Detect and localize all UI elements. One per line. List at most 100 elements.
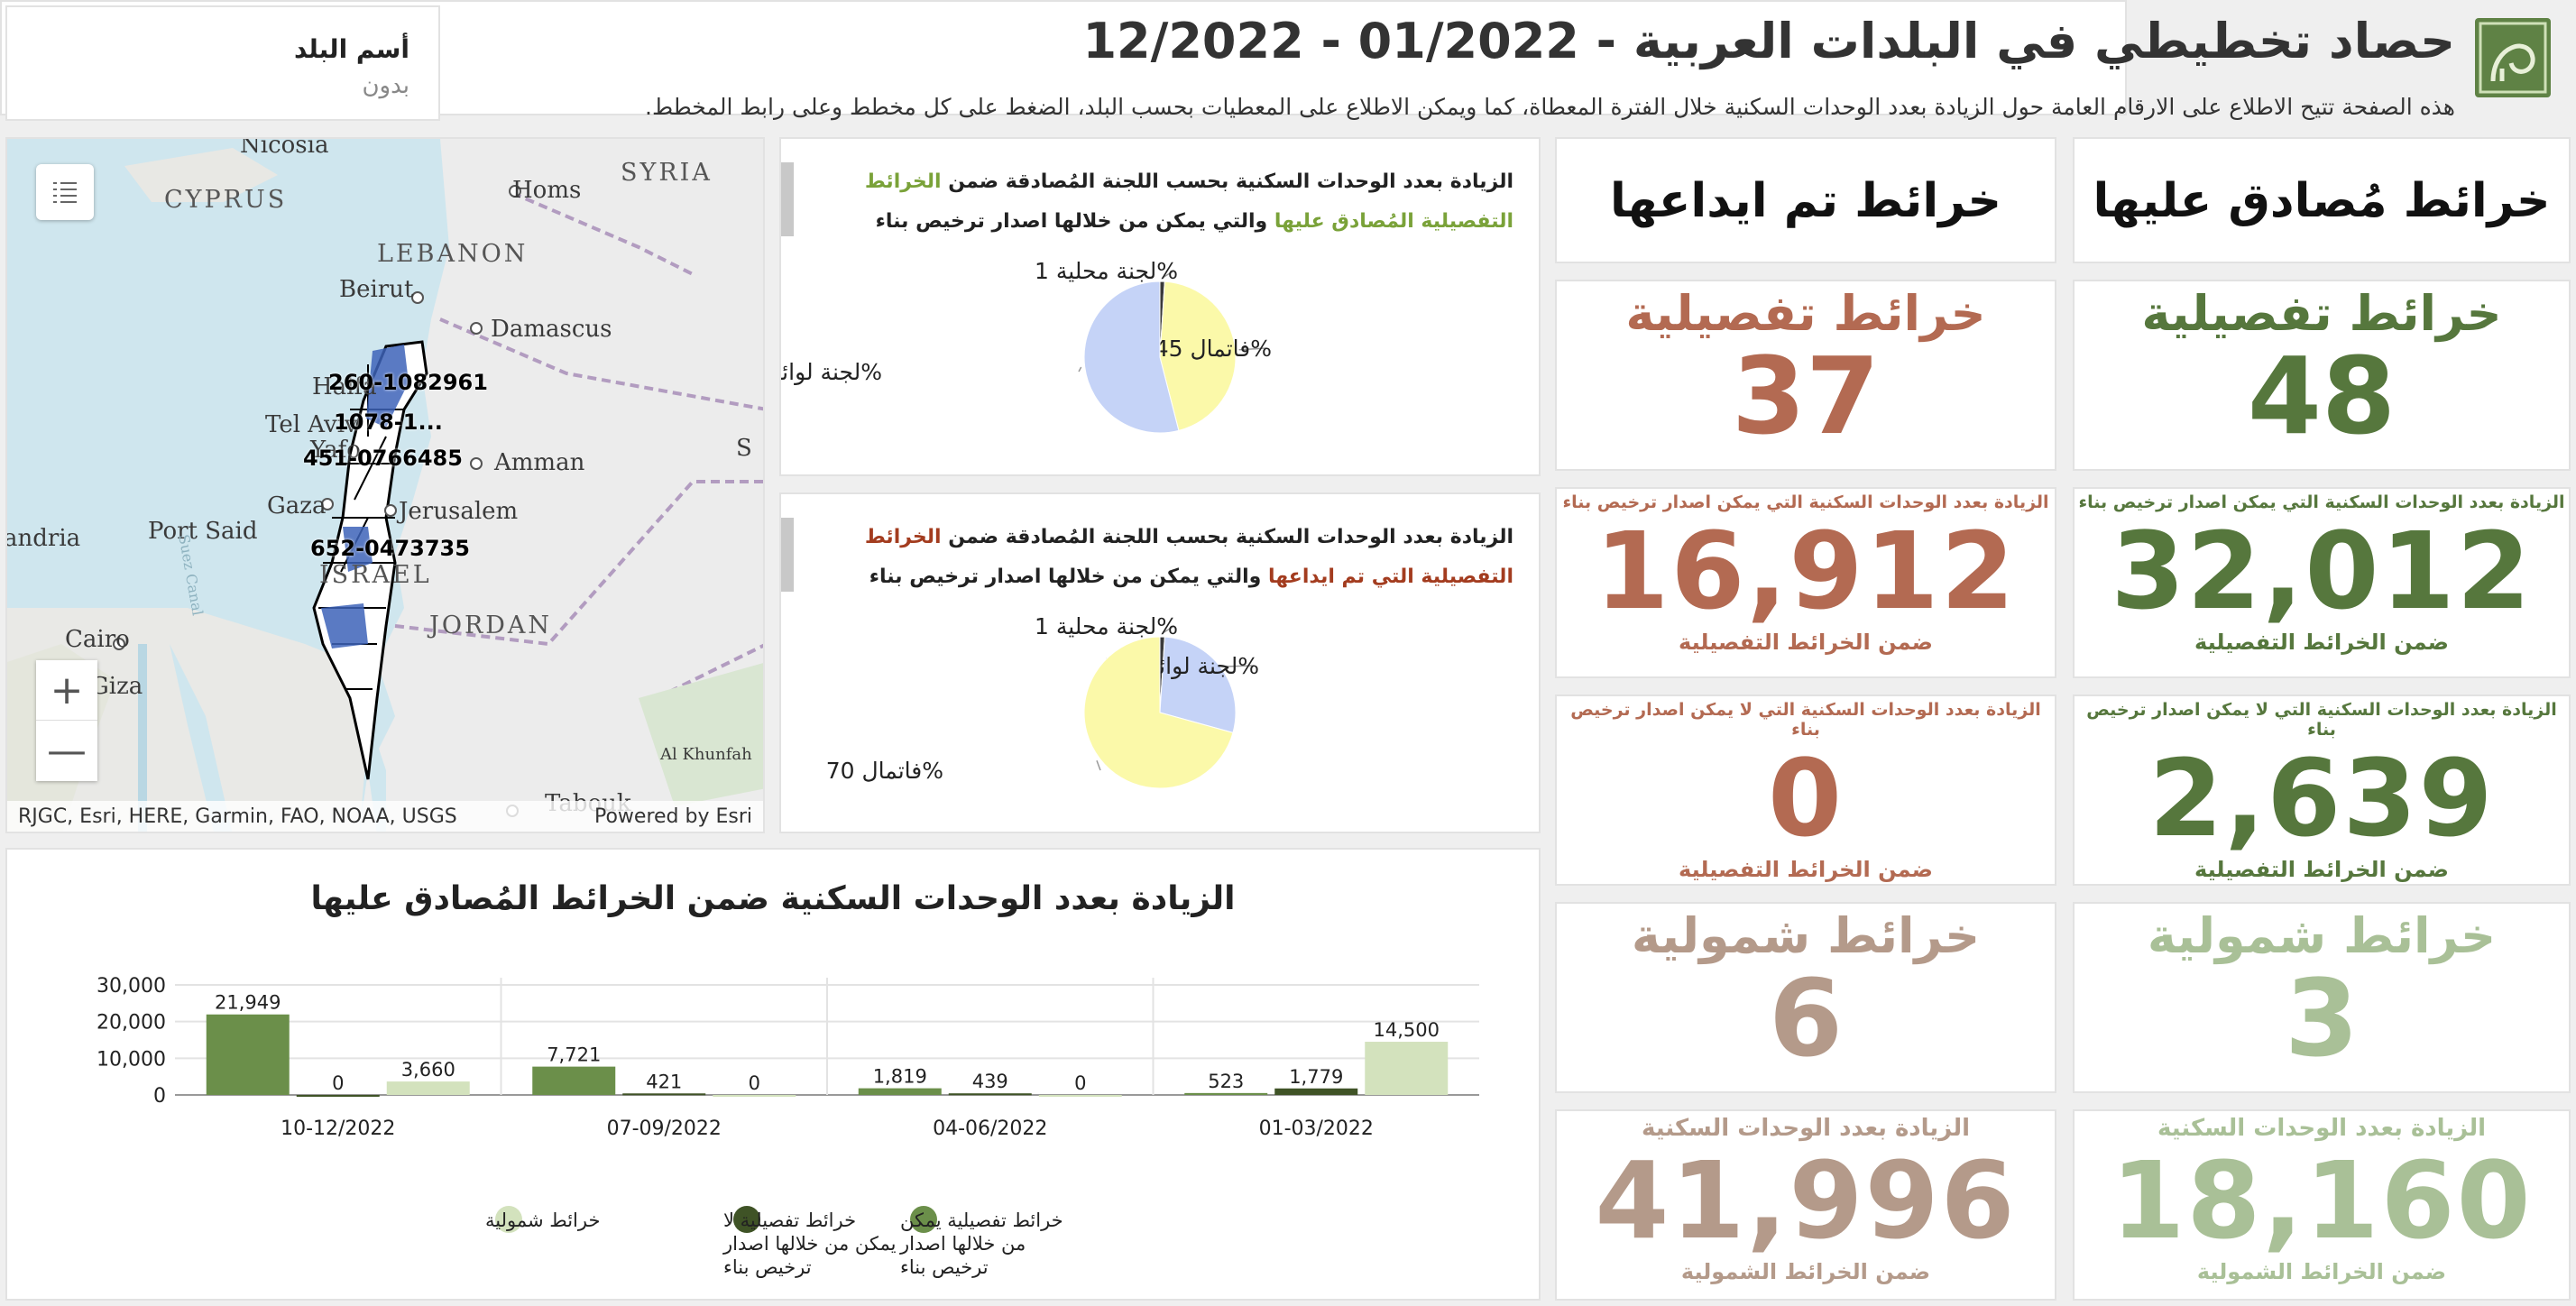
bar[interactable] [622,1093,706,1096]
panel-accent-bar [781,162,794,236]
country-selector[interactable]: أسم البلد بدون [5,5,440,121]
tile-footer: ضمن الخرائط التفصيلية [1679,857,1933,882]
pie-leader-line [1238,347,1267,351]
y-tick-label: 30,000 [97,975,166,998]
plan-number-label[interactable]: 260-1082961 [328,370,488,395]
map-basemap [7,139,763,832]
zoom-out-button[interactable]: — [47,728,87,774]
country-value[interactable]: بدون [362,72,409,99]
bar-value-label: 0 [1074,1072,1086,1094]
deposited-comprehensive-count: خرائط شمولية 6 [1555,902,2056,1093]
x-tick-label: 07-09/2022 [607,1117,722,1140]
legend-label: ترخيص بناء [723,1256,812,1278]
map-label-jordan: JORDAN [429,612,553,639]
y-tick-label: 10,000 [97,1048,166,1071]
map-view[interactable]: Nicosia CYPRUS SYRIA Homs LEBANON Beirut… [5,137,765,833]
bar[interactable] [713,1095,796,1097]
plan-number-label[interactable]: 1078-1... [334,409,443,435]
tile-title: خرائط شمولية [2147,907,2497,964]
pie-slice-label: %لجنة محلية 1 [1035,258,1178,284]
legend-label: يمكن من خلالها اصدار [722,1233,897,1255]
bar[interactable] [206,1014,290,1095]
bar-value-label: 3,660 [401,1059,455,1081]
legend-label: من خلالها اصدار [899,1233,1026,1255]
page-title: حصاد تخطيطي في البلدات العربية - 01/2022… [1082,13,2455,69]
bar-value-label: 21,949 [215,992,281,1014]
bar-value-label: 1,779 [1289,1066,1343,1088]
bar[interactable] [1365,1042,1449,1095]
bar[interactable] [532,1066,616,1095]
pie-leader-line [1096,760,1101,771]
deposited-nopermit-units: الزيادة بعدد الوحدات السكنية التي لا يمك… [1555,694,2056,886]
bar-value-label: 14,500 [1374,1019,1440,1041]
tile-footer: ضمن الخرائط التفصيلية [2194,630,2449,655]
pie-leader-line [1078,366,1082,372]
bar-value-label: 0 [332,1072,344,1094]
map-legend-button[interactable] [36,164,94,220]
map-label-damascus: Damascus [491,316,612,343]
bar[interactable] [296,1095,380,1097]
tile-value: 6 [1768,956,1844,1081]
pie-slice-label: %لجنة لوائية 54 [781,359,882,385]
map-label-gaza: Gaza [267,492,327,520]
map-label-giza: Giza [90,673,143,700]
deposited-maps-header: خرائط تم ايداعها [1555,137,2056,263]
pie-approved-chart[interactable]: %لجنة محلية 1 %فاتمال 45 %لجنة لوائية 54 [781,139,1542,478]
deposited-permit-units: الزيادة بعدد الوحدات السكنية التي يمكن ا… [1555,487,2056,678]
pie-slice[interactable] [1083,281,1180,434]
bar-chart[interactable]: 0 10,000 20,000 30,000 21,949 0 3,660 10-12/202… [7,850,1542,1302]
pie-title-text: الزيادة بعدد الوحدات السكنية بحسب اللجنة… [941,170,1513,193]
bar[interactable] [1274,1088,1358,1095]
approved-nopermit-units: الزيادة بعدد الوحدات السكنية التي لا يمك… [2073,694,2571,886]
map-label-alexandria: andria [5,525,81,552]
bar-value-label: 421 [646,1071,682,1092]
approved-permit-units: الزيادة بعدد الوحدات السكنية التي يمكن ا… [2073,487,2571,678]
tile-label: الزيادة بعدد الوحدات السكنية التي يمكن ا… [1562,492,2049,512]
panel-accent-bar [781,518,794,592]
bar-value-label: 439 [972,1071,1008,1092]
tile-label: الزيادة بعدد الوحدات السكنية [1641,1115,1971,1142]
map-label-haifa: Haifa [312,373,377,400]
approved-maps-header: خرائط مُصادق عليها [2073,137,2571,263]
map-label-cyprus: CYPRUS [164,186,288,214]
legend-label: خرائط تفصيلية يمكن [900,1209,1063,1231]
zoom-in-button[interactable]: + [36,660,97,721]
pie-approved-title: الزيادة بعدد الوحدات السكنية بحسب اللجنة… [801,162,1513,242]
map-label-jerusalem: Jerusalem [399,498,519,525]
legend-label: خرائط شمولية [485,1209,600,1231]
deposited-comprehensive-units: الزيادة بعدد الوحدات السكنية 41,996 ضمن … [1555,1109,2056,1301]
legend-swatch[interactable] [495,1206,522,1233]
powered-by-esri-link[interactable]: Powered by Esri [593,805,752,828]
tile-heading: خرائط مُصادق عليها [2093,174,2551,228]
y-tick-label: 20,000 [97,1012,166,1035]
tile-label: الزيادة بعدد الوحدات السكنية [2157,1115,2487,1142]
pie-slice-label: %لجنة محلية 1 [1035,613,1178,639]
tile-value: 32,012 [2111,509,2533,633]
bar[interactable] [1038,1095,1122,1097]
bar[interactable] [1184,1092,1268,1095]
plan-number-label[interactable]: 652-0473735 [310,536,470,561]
bar-value-label: 7,721 [547,1044,601,1066]
legend-swatch[interactable] [733,1206,760,1233]
map-label-yafo: Yafo [310,437,361,464]
bar[interactable] [858,1088,942,1095]
tile-value: 16,912 [1595,509,2017,633]
pie-title-highlight: الخرائط التفصيلية التي تم ايداعها [864,526,1513,588]
plan-number-label[interactable]: 451-0766485 [303,446,463,471]
tile-label: الزيادة بعدد الوحدات السكنية التي يمكن ا… [2078,492,2565,512]
approved-detailed-count: خرائط تفصيلية 48 [2073,280,2571,471]
map-label-saudi: S [736,435,752,462]
pie-slice[interactable] [1159,636,1237,733]
legend-swatch[interactable] [910,1206,937,1233]
bar[interactable] [386,1081,470,1095]
pie-deposited-chart[interactable]: %لجنة محلية 1%لجنة لوائية 28%فاتمال 70 [781,494,1542,835]
tile-value: 37 [1731,334,1881,458]
bar[interactable] [948,1093,1032,1096]
x-tick-label: 04-06/2022 [933,1117,1047,1140]
approved-comprehensive-count: خرائط شمولية 3 [2073,902,2571,1093]
pie-slice[interactable] [1159,281,1237,431]
tile-value: 2,639 [2148,736,2495,860]
tile-label: الزيادة بعدد الوحدات السكنية التي لا يمك… [1570,700,2041,740]
bar-value-label: 1,819 [873,1066,927,1088]
pie-slice[interactable] [1083,636,1234,789]
